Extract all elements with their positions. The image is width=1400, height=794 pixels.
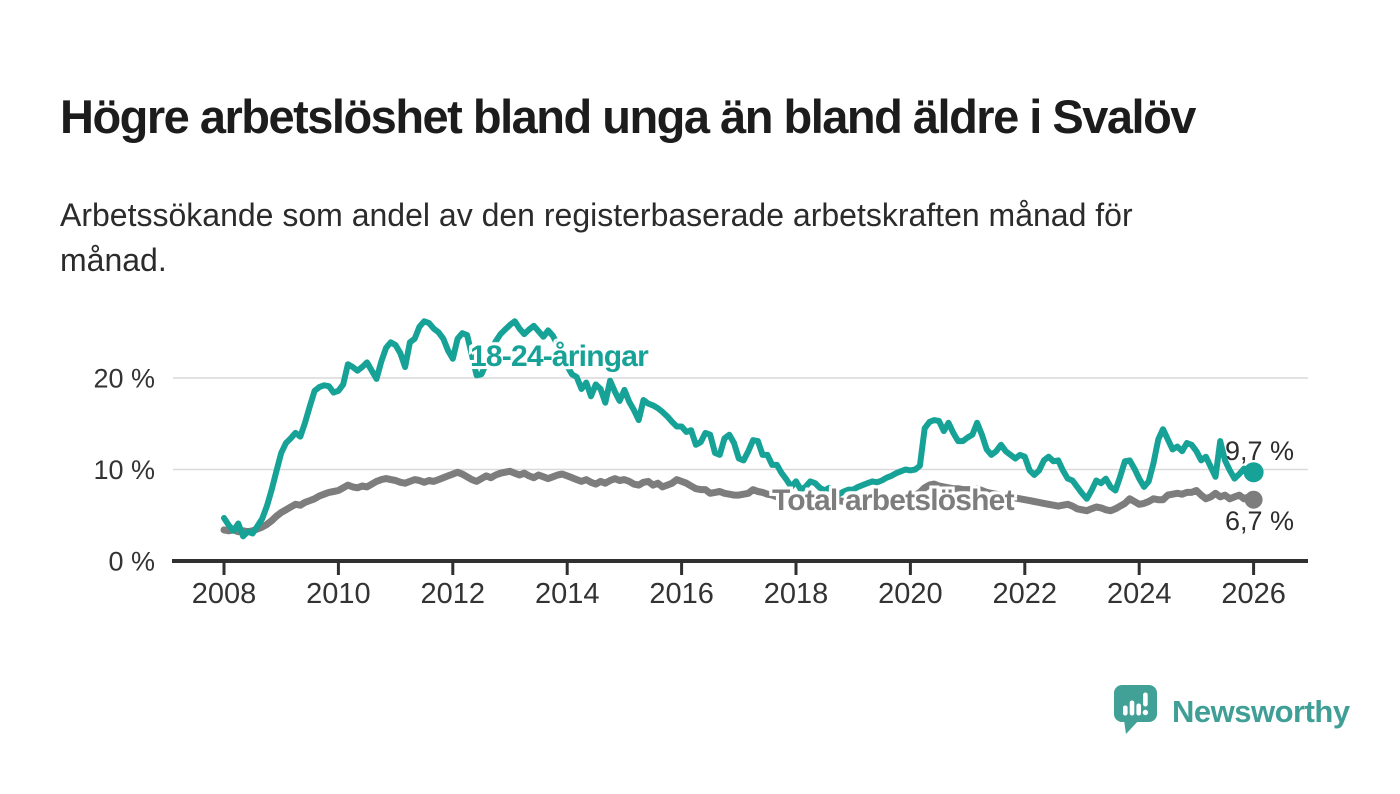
newsworthy-logo: Newsworthy <box>1112 684 1350 740</box>
page-title: Högre arbetslöshet bland unga än bland ä… <box>60 90 1196 144</box>
series-line-total <box>220 467 1258 536</box>
x-tick-label: 2008 <box>192 578 257 610</box>
x-tick-label: 2012 <box>421 578 486 610</box>
end-value-label-total: 6,7 % <box>1225 506 1295 536</box>
x-tick-label: 2010 <box>306 578 371 610</box>
y-tick-label: 20 % <box>93 364 155 394</box>
x-tick-label: 2020 <box>878 578 943 610</box>
x-tick-label: 2024 <box>1107 578 1172 610</box>
chart-subtitle: Arbetssökande som andel av den registerb… <box>60 197 1133 279</box>
x-tick-label: 2022 <box>993 578 1058 610</box>
newsworthy-logo-text: Newsworthy <box>1172 694 1350 729</box>
end-dot-total <box>1244 490 1263 509</box>
end-value-label-youth: 9,7 % <box>1225 436 1295 466</box>
series-label-youth: 18-24-åringar <box>470 340 649 373</box>
y-tick-label: 10 % <box>93 455 155 485</box>
y-tick-label: 0 % <box>108 547 155 577</box>
newsworthy-logo-icon <box>1112 684 1159 740</box>
series-label-total: Total arbetslöshet <box>772 484 1015 517</box>
x-tick-label: 2014 <box>535 578 600 610</box>
end-dot-youth <box>1243 462 1264 483</box>
x-tick-label: 2016 <box>649 578 714 610</box>
x-tick-label: 2026 <box>1221 578 1286 610</box>
x-tick-label: 2018 <box>764 578 829 610</box>
series-line-youth <box>221 318 1257 540</box>
